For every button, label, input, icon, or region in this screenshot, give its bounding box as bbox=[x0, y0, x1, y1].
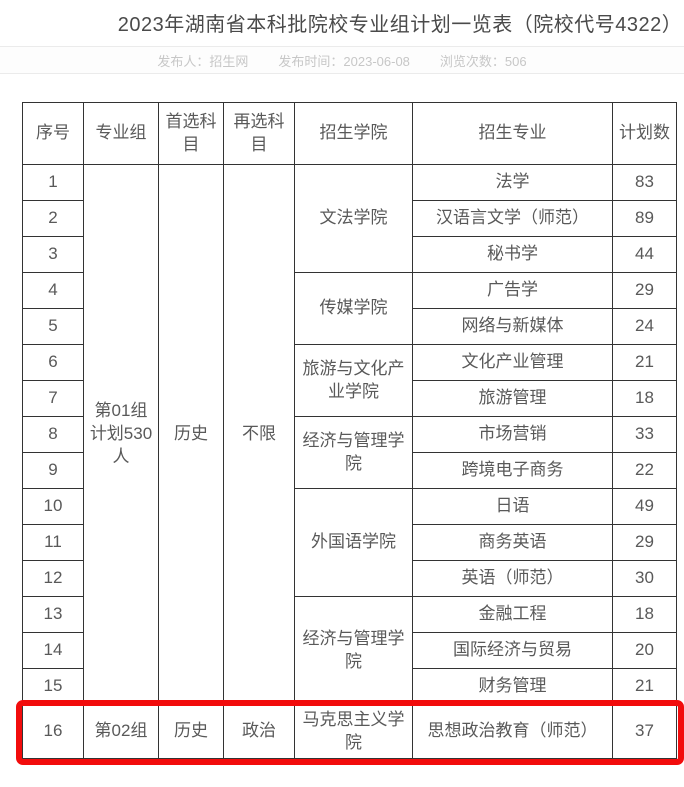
table-cell: 历史 bbox=[158, 704, 224, 759]
table-cell: 政治 bbox=[223, 704, 295, 759]
table-cell: 30 bbox=[612, 560, 677, 597]
table-cell: 跨境电子商务 bbox=[412, 452, 613, 489]
column-header: 计划数 bbox=[612, 102, 677, 165]
table-cell: 网络与新媒体 bbox=[412, 308, 613, 345]
table-cell: 经济与管理学院 bbox=[294, 416, 413, 489]
meta-publish-time: 发布时间：2023-06-08 bbox=[278, 53, 410, 69]
table-cell: 8 bbox=[22, 416, 84, 453]
header-row: 序号 专业组 首选科目 再选科目 招生学院 招生专业 计划数 bbox=[22, 102, 677, 165]
table-cell: 广告学 bbox=[412, 272, 613, 309]
table-row: 10 外国语学院 日语 49 bbox=[22, 488, 677, 597]
plan-table-head: 序号 专业组 首选科目 再选科目 招生学院 招生专业 计划数 bbox=[22, 102, 677, 165]
table-cell: 10 bbox=[22, 488, 84, 525]
plan-table: 序号 专业组 首选科目 再选科目 招生学院 招生专业 计划数 1 第01组 计划530人 历史不… bbox=[22, 102, 677, 759]
table-cell: 9 bbox=[22, 452, 84, 489]
column-header: 招生专业 bbox=[412, 102, 613, 165]
table-cell: 2 bbox=[22, 200, 84, 237]
table-row: 5 网络与新媒体 24 bbox=[22, 308, 677, 345]
table-cell: 国际经济与贸易 bbox=[412, 632, 613, 669]
table-cell: 财务管理 bbox=[412, 668, 613, 705]
table-cell: 21 bbox=[612, 668, 677, 705]
table-row: 7 旅游管理 18 bbox=[22, 380, 677, 417]
table-cell: 英语（师范） bbox=[412, 560, 613, 597]
column-header: 再选科目 bbox=[223, 102, 295, 165]
table-cell: 89 bbox=[612, 200, 677, 237]
table-cell: 12 bbox=[22, 560, 84, 597]
table-cell: 第02组 bbox=[83, 704, 159, 759]
table-cell: 第01组 计划530人 bbox=[83, 164, 159, 705]
table-cell: 5 bbox=[22, 308, 84, 345]
table-cell: 18 bbox=[612, 380, 677, 417]
table-cell: 外国语学院 bbox=[294, 488, 413, 597]
table-cell: 29 bbox=[612, 524, 677, 561]
table-cell: 旅游管理 bbox=[412, 380, 613, 417]
table-cell: 文化产业管理 bbox=[412, 344, 613, 381]
table-cell: 16 bbox=[22, 704, 84, 759]
table-cell: 金融工程 bbox=[412, 596, 613, 633]
table-row: 15 财务管理 21 bbox=[22, 668, 677, 705]
table-cell: 37 bbox=[612, 704, 677, 759]
table-cell: 29 bbox=[612, 272, 677, 309]
table-cell: 4 bbox=[22, 272, 84, 309]
table-row: 13 经济与管理学院 金融工程 18 bbox=[22, 596, 677, 705]
table-cell: 7 bbox=[22, 380, 84, 417]
meta-view-count: 浏览次数：506 bbox=[439, 53, 527, 69]
meta-publisher: 发布人：招生网 bbox=[157, 53, 249, 69]
page-title: 2023年湖南省本科批院校专业组计划一览表（院校代号4322） bbox=[117, 14, 683, 36]
table-cell: 历史 bbox=[158, 164, 224, 705]
table-cell: 83 bbox=[612, 164, 677, 201]
table-row: 3 秘书学 44 bbox=[22, 236, 677, 273]
column-header: 招生学院 bbox=[294, 102, 413, 165]
table-cell: 6 bbox=[22, 344, 84, 381]
table-cell: 18 bbox=[612, 596, 677, 633]
table-cell: 1 bbox=[22, 164, 84, 201]
meta-bar: 发布人：招生网 发布时间：2023-06-08 浏览次数：506 bbox=[0, 46, 684, 74]
table-cell: 秘书学 bbox=[412, 236, 613, 273]
table-cell: 21 bbox=[612, 344, 677, 381]
table-cell: 法学 bbox=[412, 164, 613, 201]
table-cell: 马克思主义学院 bbox=[294, 704, 413, 759]
table-cell: 3 bbox=[22, 236, 84, 273]
column-header: 首选科目 bbox=[158, 102, 224, 165]
table-cell: 44 bbox=[612, 236, 677, 273]
table-cell: 日语 bbox=[412, 488, 613, 525]
table-cell: 11 bbox=[22, 524, 84, 561]
table-cell: 旅游与文化产业学院 bbox=[294, 344, 413, 417]
table-cell: 文法学院 bbox=[294, 164, 413, 273]
table-row: 6 旅游与文化产业学院 文化产业管理 21 bbox=[22, 344, 677, 417]
table-row: 1 第01组 计划530人 历史 不限 文法学院 法学 83 bbox=[22, 164, 677, 705]
table-cell: 传媒学院 bbox=[294, 272, 413, 345]
table-cell: 20 bbox=[612, 632, 677, 669]
table-cell: 22 bbox=[612, 452, 677, 489]
table-cell: 14 bbox=[22, 632, 84, 669]
table-cell: 思想政治教育（师范） bbox=[412, 704, 613, 759]
plan-table-body: 1 第01组 计划530人 历史 不限 文法学院 法学 83 2 汉语言文学（师范） 89 3 秘书学… bbox=[22, 164, 677, 759]
table-cell: 汉语言文学（师范） bbox=[412, 200, 613, 237]
column-header: 专业组 bbox=[83, 102, 159, 165]
table-cell: 经济与管理学院 bbox=[294, 596, 413, 705]
table-cell: 13 bbox=[22, 596, 84, 633]
table-row: 2 汉语言文学（师范） 89 bbox=[22, 200, 677, 237]
table-cell: 49 bbox=[612, 488, 677, 525]
table-cell: 24 bbox=[612, 308, 677, 345]
table-cell: 15 bbox=[22, 668, 84, 705]
column-header: 序号 bbox=[22, 102, 84, 165]
table-row: 16 第02组 历史 政治 马克思主义学院 思想政治教育（师范） 37 bbox=[22, 704, 677, 759]
table-cell: 33 bbox=[612, 416, 677, 453]
table-cell: 市场营销 bbox=[412, 416, 613, 453]
table-cell: 不限 bbox=[223, 164, 295, 705]
table-cell: 商务英语 bbox=[412, 524, 613, 561]
